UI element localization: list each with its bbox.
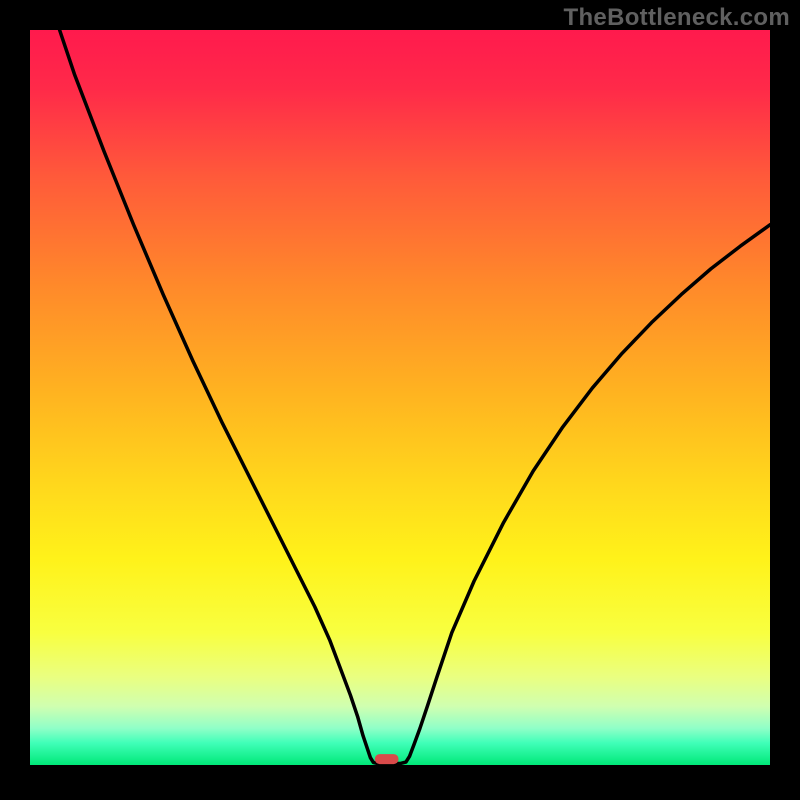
bottleneck-chart (0, 0, 800, 800)
chart-background-gradient (30, 30, 770, 765)
watermark-text: TheBottleneck.com (564, 4, 790, 32)
optimal-marker (375, 754, 399, 764)
